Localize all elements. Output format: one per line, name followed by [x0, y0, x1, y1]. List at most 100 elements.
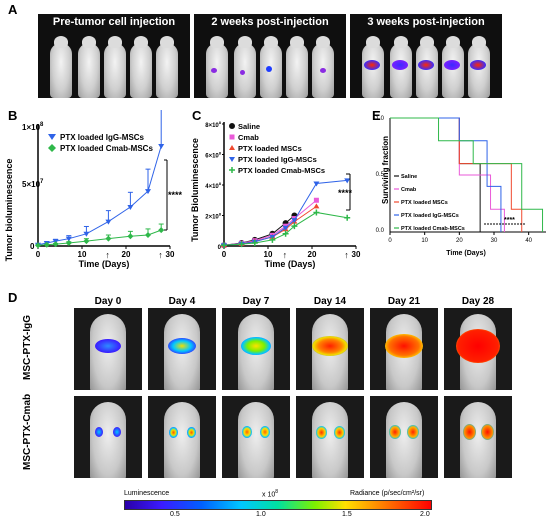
- survival-curve: [390, 117, 544, 232]
- signal-spot: [211, 68, 217, 73]
- mouse-image: [50, 36, 72, 98]
- x-tick-label: 20: [122, 250, 131, 259]
- data-point: [282, 230, 289, 237]
- bli-signal: [389, 425, 401, 439]
- day-caption: Day 21: [387, 296, 421, 307]
- data-point: [251, 239, 258, 246]
- signal-spot: [392, 60, 408, 70]
- chart-c-legend: Saline Cmab PTX loaded MSCs PTX loaded IgG-…: [229, 122, 325, 175]
- chart-b-ymid: 5×107: [22, 179, 44, 189]
- mouse-image: [206, 36, 228, 98]
- data-point: [344, 214, 351, 221]
- imaging-pre-tumor: Pre-tumor cell injection: [38, 14, 190, 98]
- bli-signal: [407, 425, 419, 439]
- legend-marker: [229, 145, 235, 150]
- y-tick-label: 4×108: [205, 181, 222, 190]
- legend-marker: [229, 157, 235, 162]
- x-tick-label: 30: [491, 238, 498, 244]
- bli-signal: [113, 427, 121, 437]
- data-point: [344, 178, 351, 184]
- mouse-bli-image: [222, 308, 290, 390]
- data-point: [158, 227, 165, 234]
- data-point: [145, 232, 151, 239]
- data-point: [291, 218, 298, 224]
- legend-label: PTX loaded Cmab-MSCs: [401, 226, 465, 232]
- data-point: [313, 203, 320, 209]
- mouse-bli-image: [74, 308, 142, 390]
- chart-e-xlabel: Time (Days): [446, 250, 486, 257]
- data-point: [65, 239, 72, 246]
- mouse-image: [238, 402, 274, 478]
- chart-e-ytick: 0.5: [376, 172, 385, 178]
- legend-label: Saline: [238, 122, 260, 131]
- day-caption: Day 0: [94, 296, 122, 307]
- legend-label: Cmab: [238, 133, 259, 142]
- panel-label-b: B: [8, 108, 18, 123]
- colorbar-gradient: [124, 500, 432, 510]
- y-tick-label: 2×108: [205, 212, 222, 221]
- x-tick-label: 20: [456, 238, 463, 244]
- series-line: [223, 179, 348, 246]
- chart-b-legend: PTX loaded IgG-MSCs PTX loaded Cmab-MSCs: [48, 133, 153, 153]
- mouse-bli-image: [222, 396, 290, 478]
- x-tick-label: 0: [222, 250, 227, 259]
- data-point: [158, 143, 165, 149]
- chart-c-ylabel: Tumor Bioluminescence: [190, 138, 200, 242]
- data-point: [221, 242, 227, 249]
- legend-marker: [229, 123, 235, 129]
- chart-b-series: [35, 110, 165, 249]
- data-point: [269, 236, 276, 243]
- data-point: [105, 219, 112, 225]
- data-point: [238, 241, 245, 248]
- chart-b-ylabel: Tumor bioluminescence: [4, 159, 14, 262]
- mouse-image: [156, 36, 178, 98]
- signal-spot: [240, 70, 245, 75]
- data-point: [52, 241, 59, 248]
- day-caption: Day 14: [313, 296, 347, 307]
- mouse-image: [164, 402, 200, 478]
- legend-marker-cmab-msc: [48, 144, 56, 152]
- legend-igg: PTX loaded IgG-MSCs: [60, 133, 145, 142]
- bli-signal: [385, 334, 423, 358]
- legend-label: Saline: [401, 174, 417, 180]
- imaging-3-weeks: 3 weeks post-injection: [350, 14, 502, 98]
- data-point: [65, 236, 72, 242]
- mouse-image: [442, 36, 464, 98]
- mouse-image: [78, 36, 100, 98]
- legend-label: PTX loaded IgG-MSCs: [401, 213, 459, 219]
- chart-b-significance: ****: [168, 190, 183, 200]
- chart-b-xticks: 0 10 20 30↑ ↑: [36, 246, 175, 260]
- colorbar-tick: 1.5: [342, 511, 352, 518]
- mouse-bli-image: [148, 396, 216, 478]
- x-tick-label: 0: [388, 238, 392, 244]
- bli-signal: [242, 426, 252, 438]
- mouse-image: [416, 36, 438, 98]
- x-tick-label: 40: [525, 238, 532, 244]
- colorbar-tick: 1.0: [256, 511, 266, 518]
- chart-c-xticks: 0 10 20 30↑ ↑: [222, 246, 361, 260]
- chart-e: Surviving fraction 1.0 0.5 0.0 0 10 20 30 40…: [376, 116, 546, 257]
- mouse-bli-image: [296, 396, 364, 478]
- legend-marker: [229, 167, 235, 173]
- data-point: [43, 241, 50, 248]
- data-point: [313, 197, 319, 203]
- data-point: [145, 189, 151, 195]
- panel-label-e: E: [372, 108, 381, 123]
- chart-b: Tumor bioluminescence 1×108 5×107 0 0 10 2…: [4, 110, 183, 269]
- chart-c: Tumor Bioluminescence 8×108 6×108 4×108 2×1…: [190, 120, 361, 269]
- bli-signal: [260, 426, 270, 438]
- dose-arrow: ↑: [158, 250, 163, 260]
- colorbar-tick: 0.5: [170, 511, 180, 518]
- survival-curve: [390, 117, 502, 232]
- colorbar-right-label: Radiance (p/sec/cm²/sr): [350, 490, 425, 497]
- row-label-igg: MSC-PTX-IgG: [22, 315, 33, 380]
- dose-arrow: ↑: [283, 250, 288, 260]
- mouse-image: [234, 36, 256, 98]
- data-point: [282, 225, 289, 231]
- mouse-bli-image: [444, 308, 512, 390]
- mouse-image: [90, 402, 126, 478]
- x-tick-label: 10: [78, 250, 87, 259]
- mouse-bli-image: [444, 396, 512, 478]
- bli-signal: [315, 425, 327, 439]
- mouse-image: [362, 36, 384, 98]
